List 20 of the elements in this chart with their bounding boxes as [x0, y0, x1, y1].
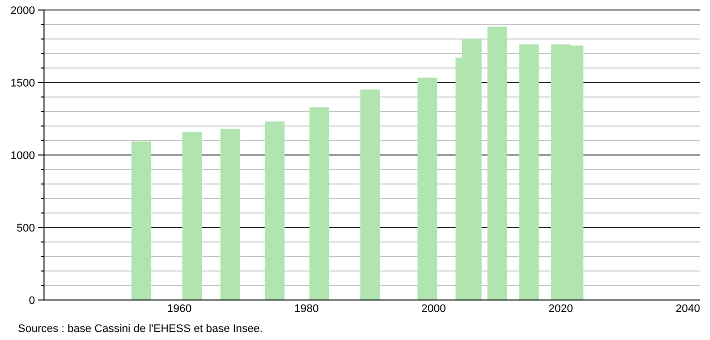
bar	[131, 141, 152, 300]
x-tick-label: 1960	[167, 303, 192, 315]
bar	[417, 78, 438, 300]
bar	[519, 44, 539, 300]
x-tick-label: 1980	[294, 303, 319, 315]
y-tick-label: 1500	[10, 77, 35, 90]
source-note: Sources : base Cassini de l'EHESS et base Insee.	[18, 323, 263, 335]
x-tick-label: 2040	[676, 303, 700, 315]
y-tick-label: 2000	[10, 4, 35, 17]
y-tick-label: 0	[28, 294, 35, 307]
y-tick-label: 500	[16, 222, 35, 234]
bar	[182, 132, 202, 300]
x-tick-label: 2000	[421, 303, 446, 315]
x-tick-label: 2020	[548, 303, 574, 315]
bar	[487, 26, 508, 300]
bar	[220, 128, 240, 300]
bar	[264, 122, 285, 300]
bar	[309, 107, 330, 300]
bar	[360, 89, 380, 300]
y-tick-label: 1000	[10, 150, 35, 162]
